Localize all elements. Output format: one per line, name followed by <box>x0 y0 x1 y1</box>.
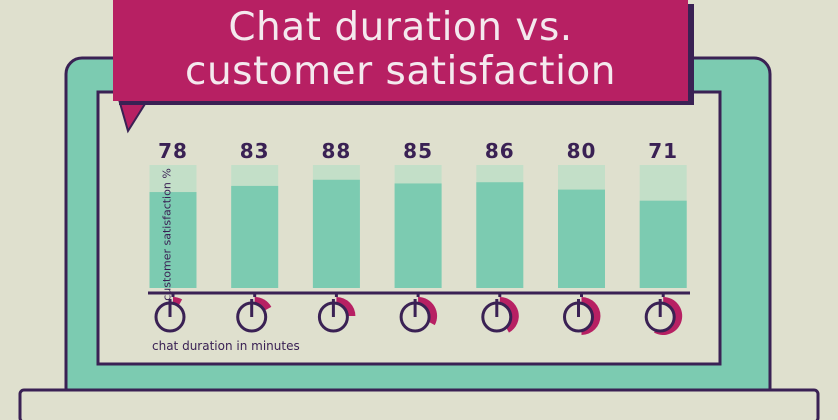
bar-value-label: 80 <box>566 139 597 163</box>
x-axis-label: chat duration in minutes <box>152 339 300 353</box>
bar <box>558 189 605 288</box>
bar-value-label: 88 <box>321 139 352 163</box>
bar <box>231 185 279 288</box>
bar <box>394 183 442 288</box>
bar-value-label: 71 <box>648 139 679 163</box>
chart-title-box: Chat duration vs. customer satisfaction <box>113 0 688 101</box>
bar <box>312 179 360 288</box>
bar <box>149 192 197 288</box>
bar <box>476 182 524 288</box>
bar-value-label: 83 <box>239 139 270 163</box>
chart-title-line-1: Chat duration vs. <box>228 5 573 50</box>
chart-title-line-2: customer satisfaction <box>185 49 616 94</box>
laptop-base <box>18 388 820 420</box>
bar-value-label: 85 <box>403 139 434 163</box>
bar-value-label: 86 <box>484 139 515 163</box>
y-axis-label: customer satisfaction % <box>160 168 174 301</box>
bar-value-label: 78 <box>158 139 188 163</box>
bar <box>639 200 687 288</box>
